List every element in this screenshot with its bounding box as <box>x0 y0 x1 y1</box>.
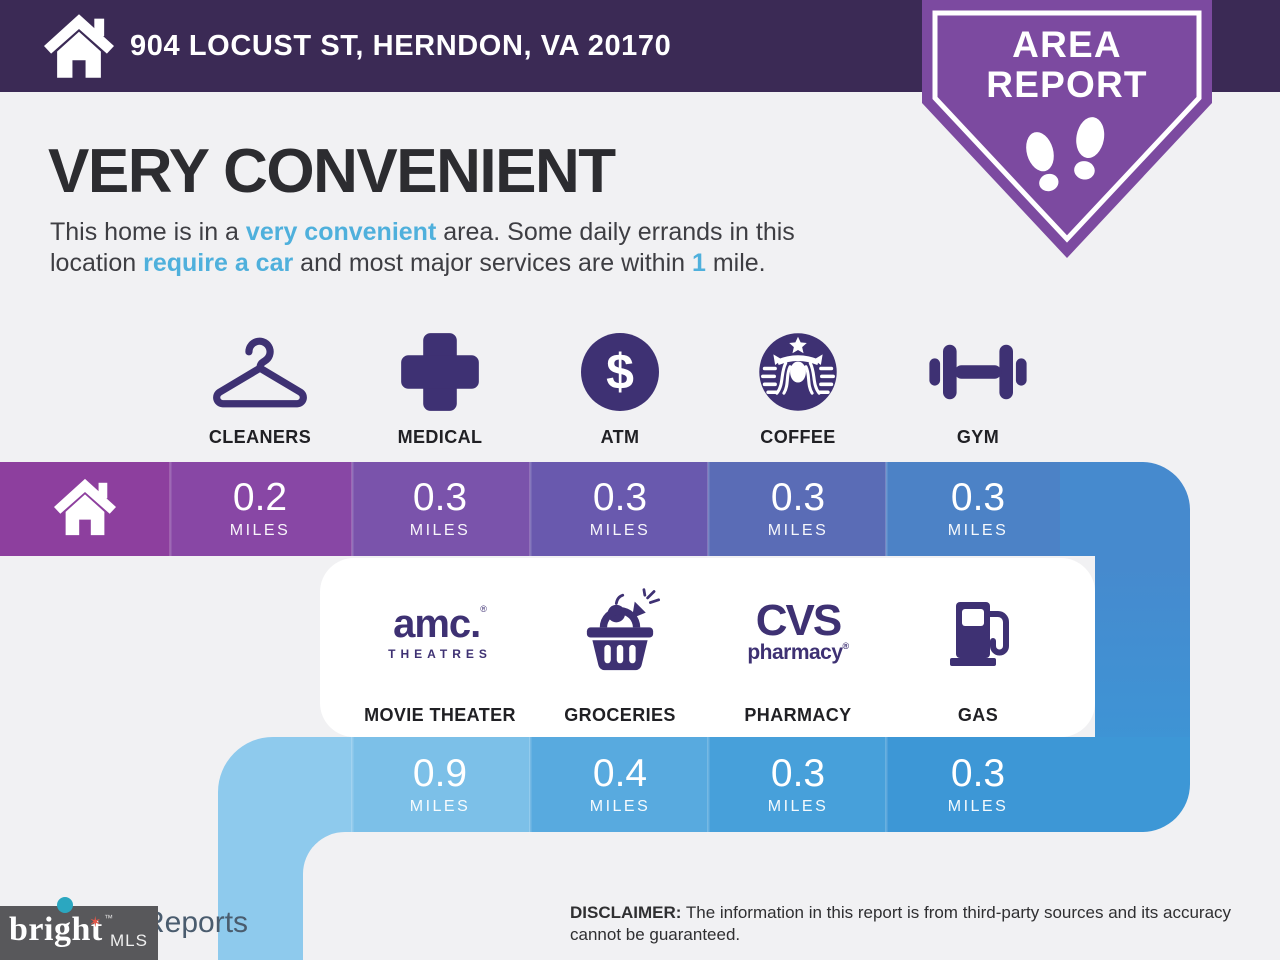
medical-cross-icon <box>401 333 479 411</box>
amenity-label: MEDICAL <box>397 427 483 447</box>
highlight-require-a-car: require a car <box>143 249 294 277</box>
badge-line1: AREA <box>1012 24 1122 65</box>
area-report-badge: AREA REPORT <box>922 0 1212 258</box>
distance-cell-gym: 0.3 MILES <box>947 476 1009 539</box>
highlight-very-convenient: very convenient <box>245 218 437 246</box>
distance-cell-coffee: 0.3 MILES <box>767 476 829 539</box>
page-title: VERY CONVENIENT <box>48 137 616 206</box>
amenity-column-atm: $ ATM <box>531 324 709 448</box>
amenity-label: ATM <box>600 427 640 447</box>
grocery-basket-icon <box>586 588 661 671</box>
intro-line1: This home is in a very convenient area. … <box>50 218 795 246</box>
amenity-column-movie-theater: amc.® THEATRES MOVIE THEATER <box>351 566 529 726</box>
svg-text:$: $ <box>606 344 634 400</box>
starbucks-siren-icon <box>759 333 837 411</box>
amenity-label: CLEANERS <box>208 427 312 447</box>
property-address: 904 LOCUST ST, HERNDON, VA 20170 <box>130 30 672 62</box>
distance-cell-pharmacy: 0.3 MILES <box>767 752 829 815</box>
intro-line2: location require a car and most major se… <box>50 249 766 277</box>
amenity-label: GAS <box>957 705 999 725</box>
gas-pump-icon <box>950 602 1009 666</box>
teal-dot <box>57 897 73 913</box>
amenity-column-gym: GYM <box>889 324 1067 448</box>
amenity-column-cleaners: CLEANERS <box>171 324 349 448</box>
amenity-column-medical: MEDICAL <box>351 324 529 448</box>
amenity-label: MOVIE THEATER <box>364 705 516 725</box>
distance-cell-groceries: 0.4 MILES <box>589 752 651 815</box>
home-icon <box>54 478 116 536</box>
disclaimer-text: DISCLAIMER: The information in this repo… <box>570 903 1232 944</box>
mls-logo-text: MLS <box>110 931 148 950</box>
intro-paragraph: This home is in a very convenient area. … <box>50 217 950 279</box>
distance-cell-medical: 0.3 MILES <box>409 476 471 539</box>
reports-wordmark: Reports <box>143 906 249 939</box>
hanger-icon <box>213 337 307 408</box>
brightmls-watermark: bright ✶ ™ MLS <box>0 906 158 960</box>
bright-star-icon: ✶ <box>89 913 102 931</box>
distance-cell-cleaners: 0.2 MILES <box>229 476 291 539</box>
distance-cell-atm: 0.3 MILES <box>589 476 651 539</box>
bright-logo-text: bright <box>9 911 103 948</box>
amenity-column-gas: GAS <box>889 566 1067 726</box>
amenity-label: COFFEE <box>760 427 836 447</box>
badge-ribbon-shape <box>922 0 1212 258</box>
amc-theatres-logo: amc.® THEATRES <box>388 601 492 661</box>
distance-cell-movie-theater: 0.9 MILES <box>409 752 471 815</box>
amenity-column-pharmacy: CVS pharmacy® PHARMACY <box>709 566 887 726</box>
dollar-circle-icon: $ <box>581 333 659 411</box>
trademark-symbol: ™ <box>104 913 113 923</box>
amenity-label: GROCERIES <box>564 705 676 725</box>
cvs-pharmacy-logo: CVS pharmacy® <box>747 596 849 665</box>
dumbbell-icon <box>929 344 1027 400</box>
amenity-label: GYM <box>956 427 1000 447</box>
footprints-icon <box>1026 117 1105 192</box>
badge-line2: REPORT <box>986 64 1148 105</box>
amenity-label: PHARMACY <box>744 705 852 725</box>
home-icon <box>44 14 114 78</box>
amenity-column-coffee: COFFEE <box>709 324 887 448</box>
highlight-one-mile: 1 <box>691 249 706 277</box>
distance-cell-gas: 0.3 MILES <box>947 752 1009 815</box>
amenity-column-groceries: GROCERIES <box>531 566 709 726</box>
